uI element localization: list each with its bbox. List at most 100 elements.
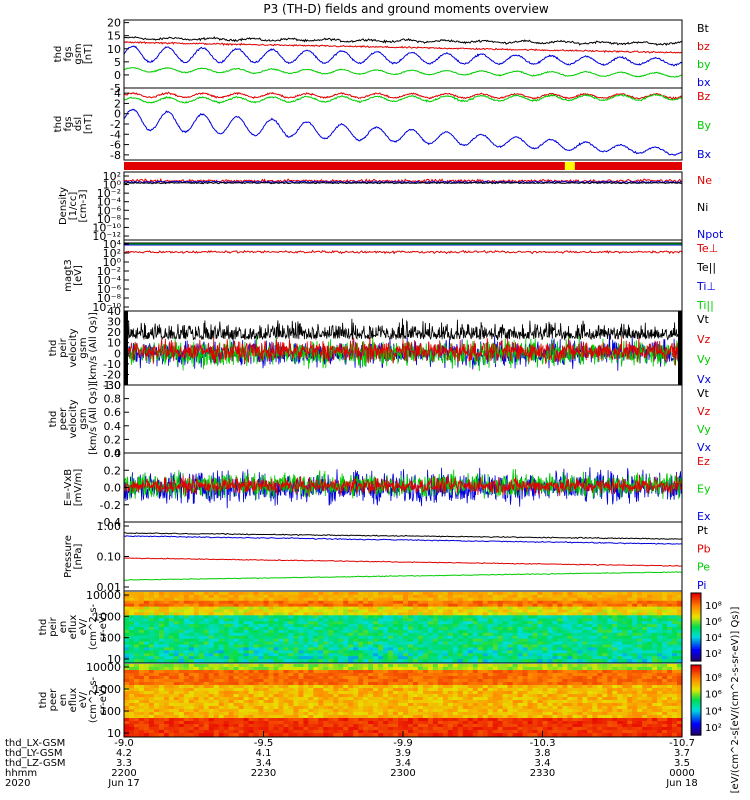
legend-vz: Vz (697, 405, 711, 418)
spectrogram-cell (208, 650, 215, 654)
spectrogram-cell (413, 629, 419, 634)
spectrogram-cell (138, 597, 145, 602)
spectrogram-cell (168, 659, 175, 663)
spectrogram-cell (462, 592, 469, 596)
trace-vz (123, 337, 683, 366)
spectrogram-cell (667, 682, 673, 686)
spectrogram-cell (432, 624, 439, 628)
spectrogram-cell (652, 597, 658, 602)
spectrogram-cell (552, 592, 559, 596)
spectrogram-cell (183, 592, 190, 596)
spectrogram-cell (522, 592, 529, 596)
spectrogram-cell (522, 682, 529, 686)
spectrogram-cell (268, 667, 275, 671)
spectrogram-cell (497, 659, 504, 663)
spectrogram-cell (343, 606, 349, 611)
spectrogram-cell (388, 635, 394, 640)
spectrogram-cell (442, 603, 449, 608)
spectrogram-cell (238, 624, 245, 628)
spectrogram-cell (308, 627, 314, 631)
spectrogram-cell (472, 676, 479, 680)
spectrogram-cell (447, 612, 454, 616)
spectrogram-cell (363, 597, 369, 602)
spectrogram-cell (193, 606, 200, 611)
spectrogram-cell (198, 691, 205, 695)
spectrogram-cell (143, 603, 150, 608)
spectrogram-cell (193, 676, 200, 680)
spectrogram-cell (417, 673, 424, 677)
spectrogram-cell (662, 706, 668, 710)
spectrogram-cell (413, 600, 419, 605)
spectrogram-cell (587, 664, 593, 668)
spectrogram-cell (263, 615, 270, 619)
spectrogram-cell (452, 664, 459, 668)
spectrogram-cell (148, 703, 155, 707)
spectrogram-cell (198, 688, 205, 692)
spectrogram-cell (223, 670, 230, 674)
spectrogram-cell (542, 624, 549, 628)
spectrogram-cell (283, 635, 289, 640)
trace-bz (123, 40, 683, 54)
spectrogram-cell (303, 679, 309, 683)
spectrogram-cell (233, 609, 240, 613)
spectrogram-cell (333, 592, 339, 596)
spectrogram-cell (303, 715, 309, 719)
spectrogram-cell (403, 641, 409, 646)
spectrogram-cell (502, 709, 509, 713)
spectrogram-cell (427, 592, 434, 596)
spectrogram-cell (158, 597, 165, 602)
spectrogram-cell (502, 647, 509, 651)
spectrogram-cell (527, 676, 534, 680)
spectrogram-cell (612, 703, 618, 707)
spectrogram-cell (193, 656, 200, 660)
spectrogram-cell (467, 715, 474, 719)
spectrogram-cell (607, 609, 613, 613)
spectrogram-cell (492, 627, 499, 631)
y-tick-label: 0.4 (104, 447, 122, 460)
spectrogram-cell (467, 609, 474, 613)
spectrogram-cell (417, 603, 424, 608)
spectrogram-cell (413, 682, 419, 686)
spectrogram-cell (318, 664, 324, 668)
spectrogram-cell (552, 685, 559, 689)
spectrogram-cell (148, 664, 155, 668)
spectrogram-cell (497, 685, 504, 689)
spectrogram-cell (462, 647, 469, 651)
spectrogram-cell (298, 691, 304, 695)
spectrogram-cell (318, 635, 324, 640)
spectrogram-cell (313, 600, 319, 605)
spectrogram-cell (293, 638, 299, 643)
spectrogram-cell (353, 697, 359, 701)
spectrogram-cell (647, 612, 653, 616)
spectrogram-cell (632, 664, 638, 668)
spectrogram-cell (218, 635, 225, 640)
spectrogram-cell (198, 682, 205, 686)
spectrogram-cell (258, 667, 265, 671)
spectrogram-cell (622, 597, 628, 602)
spectrogram-cell (477, 638, 484, 643)
spectrogram-cell (124, 685, 130, 689)
colorbar-step (691, 657, 701, 660)
spectrogram-cell (208, 621, 215, 625)
spectrogram-cell (557, 644, 563, 648)
spectrogram-cell (587, 600, 593, 605)
spectrogram-cell (298, 685, 304, 689)
spectrogram-cell (273, 676, 280, 680)
spectrogram-cell (447, 592, 454, 596)
spectrogram-cell (477, 667, 484, 671)
spectrogram-cell (318, 638, 324, 643)
colorbar-step (691, 611, 701, 614)
spectrogram-cell (223, 600, 230, 605)
spectrogram-cell (547, 688, 554, 692)
spectrogram-cell (323, 638, 329, 643)
spectrogram-cell (667, 621, 673, 625)
spectrogram-cell (413, 647, 419, 651)
spectrogram-cell (373, 682, 379, 686)
spectrogram-cell (592, 676, 598, 680)
spectrogram-cell (567, 638, 573, 643)
spectrogram-cell (303, 685, 309, 689)
spectrogram-cell (408, 650, 414, 654)
spectrogram-cell (378, 603, 384, 608)
spectrogram-cell (398, 703, 404, 707)
spectrogram-cell (612, 700, 618, 704)
